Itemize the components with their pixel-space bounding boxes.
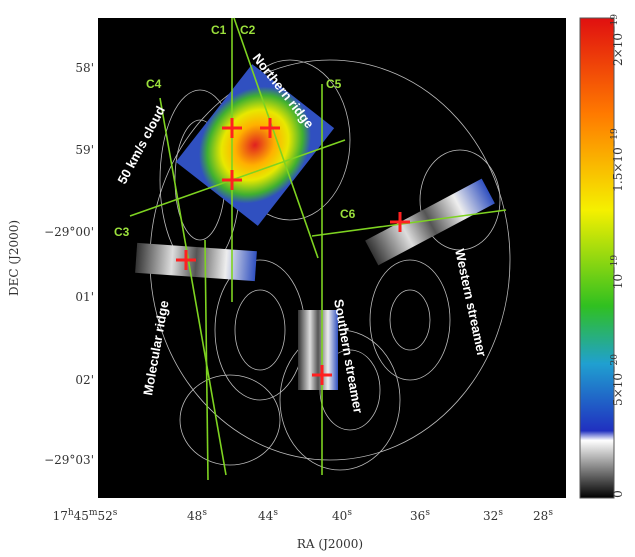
y-tick-label: 58' [75, 61, 94, 75]
figure: C1 C2 C3 C4 C5 C6 Northern ridge 50 km/s… [0, 0, 635, 557]
x-tick-label: 36s [410, 508, 430, 523]
text-part: 1.5×10 [611, 147, 625, 191]
superscript: −19 [610, 128, 620, 147]
superscript: s [425, 508, 430, 518]
x-tick-label: 32s [483, 508, 503, 523]
superscript: −19 [610, 255, 620, 274]
text-part: 44 [258, 509, 274, 523]
text-part: 52 [98, 509, 113, 523]
x-tick-label: 44s [258, 508, 278, 523]
superscript: s [113, 508, 118, 518]
x-tick-label: 28s [533, 508, 553, 523]
superscript: −20 [610, 354, 620, 373]
text-part: 36 [410, 509, 425, 523]
cut-label: C4 [146, 77, 162, 91]
x-axis-title: RA (J2000) [297, 537, 363, 551]
text-part: 28 [533, 509, 548, 523]
colorbar-label: 10−19 [610, 255, 625, 290]
text-part: 10 [611, 274, 625, 289]
superscript: s [548, 508, 553, 518]
colorbar-label: 1.5×10−19 [610, 128, 625, 192]
cut-label: C2 [240, 23, 256, 37]
text-part: 40 [332, 509, 347, 523]
cut-label: C5 [326, 77, 342, 91]
x-tick-label: 48s [187, 508, 207, 523]
cut-label: C6 [340, 207, 356, 221]
colorbar-label: 2×10−19 [610, 14, 625, 66]
y-tick-label: −29°00' [44, 225, 94, 239]
y-tick-label: 02' [75, 373, 94, 387]
x-tick-label: 40s [332, 508, 352, 523]
colorbar [580, 18, 614, 498]
y-tick-label: −29°03' [44, 453, 94, 467]
superscript: s [273, 508, 278, 518]
superscript: s [498, 508, 503, 518]
text-part: 0 [611, 490, 625, 498]
text-part: 5×10 [611, 373, 625, 406]
y-axis-title: DEC (J2000) [7, 220, 21, 296]
text-part: 32 [483, 509, 498, 523]
cut-label: C1 [211, 23, 227, 37]
superscript: s [202, 508, 207, 518]
cut-label: C3 [114, 225, 130, 239]
colorbar-label: 5×10−20 [610, 354, 625, 406]
y-tick-label: 59' [75, 143, 94, 157]
superscript: −19 [610, 14, 620, 33]
text-part: 48 [187, 509, 202, 523]
text-part: 2×10 [611, 33, 625, 66]
text-part: 17 [53, 509, 68, 523]
y-tick-label: 01' [75, 290, 94, 304]
superscript: s [347, 508, 352, 518]
x-tick-label: 17h45m52s [53, 508, 118, 523]
colorbar-label: 0 [611, 490, 625, 498]
text-part: 45 [74, 509, 89, 523]
